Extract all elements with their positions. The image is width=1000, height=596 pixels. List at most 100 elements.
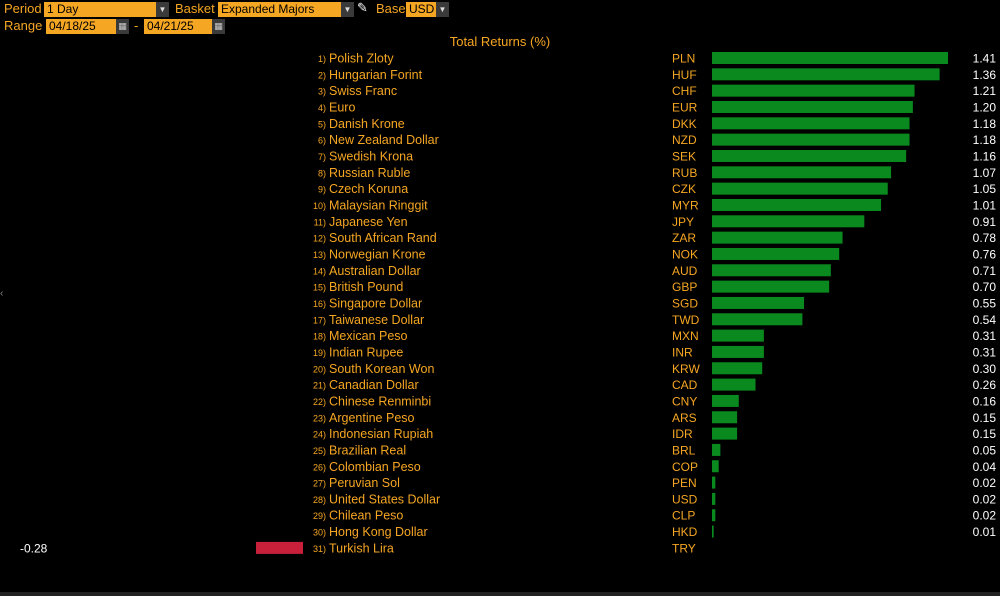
currency-code-label: ARS	[672, 411, 697, 425]
currency-code-label: USD	[672, 492, 698, 506]
rank-label: 6)	[318, 136, 326, 146]
currency-name-label: Hong Kong Dollar	[329, 525, 428, 539]
edit-pencil-icon[interactable]: ✎	[357, 0, 368, 15]
period-select[interactable]: 1 Day	[44, 2, 156, 17]
currency-code-label: CLP	[672, 509, 695, 523]
rank-label: 30)	[313, 528, 326, 538]
currency-code-label: SEK	[672, 149, 696, 163]
currency-code-label: EUR	[672, 100, 698, 114]
bar	[712, 247, 840, 260]
value-label: -0.28	[20, 541, 48, 555]
period-dropdown-icon[interactable]: ▼	[156, 2, 169, 17]
range-end-input[interactable]: 04/21/25	[144, 19, 212, 34]
rank-label: 1)	[318, 54, 326, 64]
basket-label: Basket	[175, 1, 215, 16]
rank-label: 8)	[318, 168, 326, 178]
currency-code-label: HUF	[672, 68, 697, 82]
currency-code-label: IDR	[672, 427, 693, 441]
bar	[712, 149, 907, 162]
bar	[712, 84, 915, 97]
currency-name-label: Brazilian Real	[329, 443, 406, 457]
currency-name-label: Indonesian Rupiah	[329, 427, 433, 441]
value-label: 0.16	[973, 394, 997, 408]
bar	[256, 541, 303, 554]
value-label: 0.71	[973, 264, 997, 278]
value-label: 0.31	[973, 329, 997, 343]
value-label: 0.31	[973, 345, 997, 359]
currency-code-label: ZAR	[672, 231, 696, 245]
range-separator: -	[134, 18, 139, 33]
currency-code-label: AUD	[672, 264, 698, 278]
value-label: 1.05	[973, 182, 997, 196]
currency-name-label: United States Dollar	[329, 492, 440, 506]
currency-code-label: CHF	[672, 84, 697, 98]
base-dropdown-icon[interactable]: ▼	[436, 2, 449, 17]
value-label: 0.91	[973, 215, 997, 229]
value-label: 0.04	[973, 460, 997, 474]
bar	[712, 460, 719, 473]
bar	[712, 427, 738, 440]
rank-label: 14)	[313, 266, 326, 276]
scroll-left-icon[interactable]: ‹	[0, 288, 4, 299]
bar	[712, 182, 888, 195]
value-label: 1.16	[973, 149, 997, 163]
currency-name-label: Turkish Lira	[329, 541, 394, 555]
bar	[712, 133, 910, 146]
value-label: 0.54	[973, 313, 997, 327]
currency-code-label: NZD	[672, 133, 697, 147]
rank-label: 4)	[318, 103, 326, 113]
currency-code-label: SGD	[672, 296, 698, 310]
currency-code-label: CNY	[672, 394, 697, 408]
bar	[712, 394, 739, 407]
basket-dropdown-icon[interactable]: ▼	[341, 2, 354, 17]
currency-name-label: South African Rand	[329, 231, 437, 245]
calendar-start-icon[interactable]: ▦	[116, 19, 129, 34]
bar	[712, 166, 892, 179]
currency-name-label: Peruvian Sol	[329, 476, 400, 490]
rank-label: 28)	[313, 495, 326, 505]
rank-label: 11)	[314, 217, 326, 227]
base-label: Base	[376, 1, 406, 16]
bar	[712, 525, 714, 538]
currency-code-label: TWD	[672, 313, 700, 327]
rank-label: 12)	[313, 234, 326, 244]
bar	[712, 264, 831, 277]
bar	[712, 280, 830, 293]
bottom-strip	[0, 592, 1000, 596]
bar	[712, 329, 764, 342]
currency-code-label: JPY	[672, 215, 694, 229]
currency-name-label: Chinese Renminbi	[329, 394, 431, 408]
currency-name-label: Swedish Krona	[329, 149, 413, 163]
rank-label: 22)	[313, 397, 326, 407]
currency-name-label: Swiss Franc	[329, 84, 397, 98]
value-label: 0.15	[973, 427, 997, 441]
calendar-end-icon[interactable]: ▦	[212, 19, 225, 34]
currency-code-label: TRY	[672, 541, 696, 555]
bar	[712, 411, 738, 424]
value-label: 0.01	[973, 525, 997, 539]
currency-name-label: South Korean Won	[329, 362, 434, 376]
value-label: 1.18	[973, 133, 997, 147]
value-label: 0.26	[973, 378, 997, 392]
currency-name-label: Indian Rupee	[329, 345, 403, 359]
currency-name-label: British Pound	[329, 280, 403, 294]
value-label: 0.78	[973, 231, 997, 245]
currency-name-label: Mexican Peso	[329, 329, 408, 343]
basket-select[interactable]: Expanded Majors	[218, 2, 341, 17]
value-label: 0.30	[973, 362, 997, 376]
range-label: Range	[4, 18, 43, 33]
range-start-input[interactable]: 04/18/25	[46, 19, 116, 34]
currency-code-label: HKD	[672, 525, 698, 539]
bar	[712, 509, 716, 522]
value-label: 0.55	[973, 296, 997, 310]
rank-label: 29)	[313, 511, 326, 521]
currency-name-label: Taiwanese Dollar	[329, 313, 424, 327]
bar	[712, 476, 716, 489]
currency-name-label: Canadian Dollar	[329, 378, 419, 392]
rank-label: 13)	[313, 250, 326, 260]
base-select[interactable]: USD	[406, 2, 436, 17]
rank-label: 25)	[313, 446, 326, 456]
currency-name-label: Danish Krone	[329, 117, 405, 131]
currency-code-label: COP	[672, 460, 698, 474]
